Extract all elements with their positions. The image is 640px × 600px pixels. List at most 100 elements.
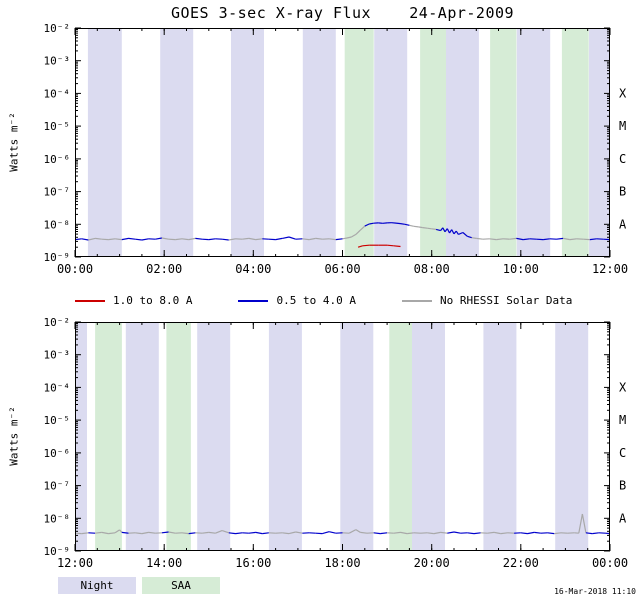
flux-segment-goes-0.5-4.0-A xyxy=(395,222,401,225)
saa-band xyxy=(95,322,122,551)
flux-segment-goes-0.5-4.0-A xyxy=(455,230,459,235)
flux-segment-goes-0.5-4.0-A xyxy=(433,531,441,535)
flux-segment-goes-0.5-4.0-A xyxy=(473,532,481,535)
x-tick-label: 10:00 xyxy=(503,262,539,276)
flux-segment-goes-0.5-4.0-A xyxy=(471,237,477,239)
flux-segment-goes-0.5-4.0-A xyxy=(255,531,263,535)
flux-segment-goes-0.5-4.0-A xyxy=(108,238,116,241)
flux-segment-goes-0.5-4.0-A xyxy=(288,531,296,535)
flux-segment-goes-0.5-4.0-A xyxy=(155,237,163,240)
flux-segment-goes-0.5-4.0-A xyxy=(462,232,468,237)
flux-segment-goes-0.5-4.0-A xyxy=(451,229,455,235)
flux-segment-goes-0.5-4.0-A xyxy=(393,531,401,534)
flux-segment-goes-0.5-4.0-A xyxy=(108,532,116,535)
night-band xyxy=(75,322,87,551)
x-tick-label: 04:00 xyxy=(235,262,271,276)
flare-class-letter: M xyxy=(619,119,626,133)
flux-segment-goes-0.5-4.0-A xyxy=(128,237,136,240)
flux-segment-goes-0.5-4.0-A xyxy=(282,532,290,535)
flux-segment-goes-0.5-4.0-A xyxy=(467,235,472,239)
y-tick-label: 10⁻³ xyxy=(44,55,71,68)
flux-segment-goes-0.5-4.0-A xyxy=(181,532,189,535)
chart-title: GOES 3-sec X-ray Flux 24-Apr-2009 xyxy=(170,4,515,22)
flux-segment-goes-0.5-4.0-A xyxy=(373,532,381,535)
flux-segment-goes-0.5-4.0-A xyxy=(114,529,120,534)
flux-segment-goes-0.5-4.0-A xyxy=(346,236,352,239)
flux-segment-goes-0.5-4.0-A xyxy=(342,237,348,240)
flux-segment-goes-0.5-4.0-A xyxy=(208,531,216,534)
flux-segment-goes-0.5-4.0-A xyxy=(161,531,169,534)
x-tick-label: 02:00 xyxy=(146,262,182,276)
night-band xyxy=(231,28,264,257)
flux-segment-goes-0.5-4.0-A xyxy=(248,531,256,534)
y-tick-label: 10⁻⁶ xyxy=(44,447,71,460)
flux-segment-goes-0.5-4.0-A xyxy=(161,237,169,240)
flux-segment-goes-0.5-4.0-A xyxy=(222,238,229,241)
flux-segment-goes-0.5-4.0-A xyxy=(329,238,336,241)
y-tick-label: 10⁻⁶ xyxy=(44,153,71,166)
flux-segment-goes-1.0-8.0-A xyxy=(362,244,370,247)
flux-segment-goes-0.5-4.0-A xyxy=(208,238,216,241)
flux-segment-goes-0.5-4.0-A xyxy=(458,231,464,235)
x-tick-label: 18:00 xyxy=(324,556,360,570)
flare-class-letter: A xyxy=(619,511,627,525)
flux-segment-goes-0.5-4.0-A xyxy=(235,532,243,535)
flux-segment-goes-0.5-4.0-A xyxy=(556,237,564,240)
flare-class-letter: C xyxy=(619,152,626,166)
night-band xyxy=(374,28,408,257)
night-legend-box: Night xyxy=(58,577,136,594)
flux-segment-goes-0.5-4.0-A xyxy=(121,237,129,241)
flux-segment-goes-0.5-4.0-A xyxy=(496,238,504,241)
saa-band xyxy=(389,322,412,551)
legend-label-low-channel: 0.5 to 4.0 A xyxy=(276,294,356,307)
flux-segment-goes-0.5-4.0-A xyxy=(119,529,123,533)
x-tick-label: 20:00 xyxy=(414,556,450,570)
x-tick-label: 08:00 xyxy=(414,262,450,276)
flux-segment-goes-0.5-4.0-A xyxy=(418,226,423,229)
saa-legend-label: SAA xyxy=(171,579,191,592)
flux-segment-goes-0.5-4.0-A xyxy=(228,238,236,241)
night-band xyxy=(516,28,551,257)
flux-segment-goes-0.5-4.0-A xyxy=(351,233,357,238)
y-tick-label: 10⁻⁷ xyxy=(44,480,71,493)
saa-band xyxy=(344,28,374,257)
flux-segment-goes-0.5-4.0-A xyxy=(359,225,366,231)
flux-segment-goes-0.5-4.0-A xyxy=(404,223,410,226)
flux-segment-goes-0.5-4.0-A xyxy=(509,237,517,240)
flux-segment-goes-0.5-4.0-A xyxy=(413,225,419,228)
flux-segment-goes-0.5-4.0-A xyxy=(282,236,290,239)
flare-class-letter: B xyxy=(619,185,626,199)
flux-segment-goes-0.5-4.0-A xyxy=(431,228,437,230)
night-band xyxy=(589,28,610,257)
flux-segment-goes-0.5-4.0-A xyxy=(188,532,196,535)
flux-segment-goes-0.5-4.0-A xyxy=(427,227,432,230)
flux-segment-goes-0.5-4.0-A xyxy=(135,532,142,535)
flux-segment-goes-0.5-4.0-A xyxy=(369,222,374,225)
flux-segment-goes-0.5-4.0-A xyxy=(168,531,176,534)
y-tick-label: 10⁻⁹ xyxy=(44,545,71,558)
flux-segment-goes-0.5-4.0-A xyxy=(400,531,408,535)
flux-segment-goes-1.0-8.0-A xyxy=(357,245,363,248)
legend-label-no-rhessi-data: No RHESSI Solar Data xyxy=(439,294,573,307)
flux-segment-goes-0.5-4.0-A xyxy=(135,238,142,241)
flux-segment-goes-0.5-4.0-A xyxy=(409,224,414,227)
flux-segment-goes-0.5-4.0-A xyxy=(308,237,316,241)
flux-segment-goes-0.5-4.0-A xyxy=(500,532,508,535)
y-tick-label: 10⁻⁸ xyxy=(44,512,71,525)
night-band xyxy=(445,28,479,257)
flux-segment-goes-0.5-4.0-A xyxy=(527,531,535,535)
flux-segment-goes-0.5-4.0-A xyxy=(453,531,461,534)
x-tick-label: 06:00 xyxy=(324,262,360,276)
creation-timestamp: 16-Mar-2018 11:10 xyxy=(554,587,636,596)
y-tick-label: 10⁻⁴ xyxy=(44,87,71,100)
flare-class-letter: X xyxy=(619,86,627,100)
x-tick-label: 00:00 xyxy=(592,556,628,570)
flux-segment-goes-0.5-4.0-A xyxy=(476,237,483,240)
flux-segment-goes-0.5-4.0-A xyxy=(592,532,599,535)
flux-segment-goes-0.5-4.0-A xyxy=(141,238,149,241)
flare-class-letter: B xyxy=(619,479,626,493)
flux-segment-goes-0.5-4.0-A xyxy=(74,238,82,241)
flux-segment-goes-0.5-4.0-A xyxy=(447,531,455,534)
legend-item-goes-low-channel: 0.5 to 4.0 A xyxy=(238,294,356,307)
